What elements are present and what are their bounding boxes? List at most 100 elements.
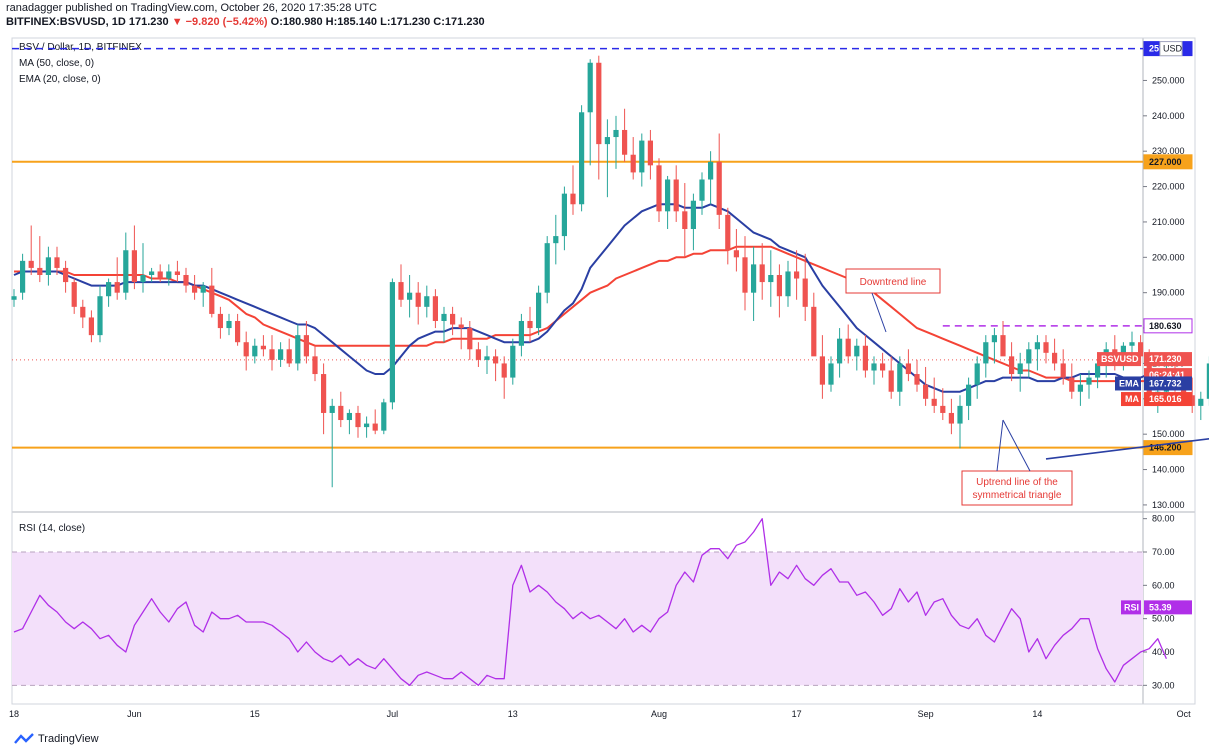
candle-body xyxy=(183,275,189,286)
legend-rsi: RSI (14, close) xyxy=(19,523,85,534)
candle-body xyxy=(45,257,51,275)
candle xyxy=(364,416,370,438)
candle-body xyxy=(871,363,877,371)
candle xyxy=(37,236,43,283)
candle-body xyxy=(905,363,911,375)
time-tick-label: 18 xyxy=(9,709,19,719)
rsi-tick-label: 50.00 xyxy=(1152,614,1175,624)
uptrend-label-box xyxy=(961,470,1073,506)
candle xyxy=(493,349,499,382)
price-tag-box xyxy=(1144,376,1192,391)
candle xyxy=(871,356,877,385)
candle-body xyxy=(1138,342,1144,357)
candle xyxy=(1009,342,1015,382)
candle xyxy=(1198,391,1204,421)
candle-body xyxy=(854,345,860,357)
candle xyxy=(303,320,309,364)
chart-frame xyxy=(11,37,1196,705)
candle-body xyxy=(174,271,180,275)
candles xyxy=(11,55,1209,488)
candle-body xyxy=(570,193,576,205)
candle xyxy=(725,207,731,265)
candle xyxy=(28,225,34,275)
tradingview-logo-icon xyxy=(14,733,34,744)
downtrend-pointer xyxy=(871,292,887,333)
candle-body xyxy=(561,193,567,237)
candle xyxy=(751,246,757,321)
candle-body xyxy=(656,165,662,212)
uptrend-label-text: Uptrend line of the xyxy=(976,477,1058,488)
price-tag-name-box xyxy=(1097,352,1141,367)
candle-body xyxy=(759,264,765,283)
price-tag-name-box xyxy=(1121,392,1141,407)
price-tick-label: 150.000 xyxy=(1152,429,1185,439)
candle xyxy=(424,285,430,318)
candle xyxy=(647,129,653,180)
price-tag-box xyxy=(1144,352,1192,367)
candle xyxy=(355,405,361,438)
candle xyxy=(467,320,473,360)
candle xyxy=(656,158,662,222)
candle-body xyxy=(20,260,26,293)
candle xyxy=(166,264,172,286)
candle xyxy=(639,133,645,187)
candle-body xyxy=(97,296,103,336)
time-tick-label: Jun xyxy=(127,709,142,719)
candle xyxy=(106,278,112,307)
candle xyxy=(914,359,920,392)
publish-info: ranadagger published on TradingView.com,… xyxy=(6,2,377,14)
candle xyxy=(226,313,232,336)
candle-body xyxy=(1052,352,1058,364)
candle xyxy=(407,275,413,318)
candle xyxy=(665,175,671,230)
level-label: 180.630 xyxy=(1149,321,1182,331)
candle-body xyxy=(587,62,593,113)
candle xyxy=(897,356,903,406)
candle xyxy=(321,363,327,435)
candle-body xyxy=(243,342,249,357)
candle-body xyxy=(11,296,17,300)
candle-body xyxy=(682,211,688,230)
candle-body xyxy=(862,345,868,371)
candle-body xyxy=(389,282,395,403)
candle-body xyxy=(785,271,791,297)
price-tag-value: 06:24:41 xyxy=(1149,370,1185,380)
candle xyxy=(974,356,980,399)
candle-body xyxy=(948,412,954,424)
candle-body xyxy=(28,260,34,268)
candle-body xyxy=(63,267,69,283)
candle xyxy=(131,225,137,290)
candle-body xyxy=(364,423,370,428)
candle-body xyxy=(837,338,843,364)
candle-body xyxy=(1060,363,1066,378)
candle-body xyxy=(192,285,198,293)
candle xyxy=(510,338,516,385)
candle-body xyxy=(217,313,223,329)
candle-body xyxy=(579,112,585,205)
price-tag-value: 171.230 xyxy=(1149,354,1182,364)
candle xyxy=(329,398,335,488)
candle xyxy=(312,345,318,382)
candle-body xyxy=(1017,363,1023,375)
candle xyxy=(80,299,86,329)
candle xyxy=(501,356,507,399)
candle-body xyxy=(114,282,120,293)
candle-body xyxy=(819,356,825,385)
candle-body xyxy=(407,292,413,300)
candle xyxy=(11,289,17,307)
time-tick-label: 14 xyxy=(1032,709,1042,719)
candle-body xyxy=(880,363,886,371)
candle xyxy=(1086,370,1092,399)
price-tag-name-box xyxy=(1115,376,1141,391)
candle-body xyxy=(338,405,344,421)
candle xyxy=(1077,374,1083,406)
candle-body xyxy=(811,306,817,357)
candle xyxy=(183,267,189,293)
candle-body xyxy=(923,384,929,399)
time-tick-label: 15 xyxy=(250,709,260,719)
candle xyxy=(862,335,868,378)
candle-body xyxy=(54,257,60,268)
candle xyxy=(269,335,275,371)
candle xyxy=(596,55,602,180)
